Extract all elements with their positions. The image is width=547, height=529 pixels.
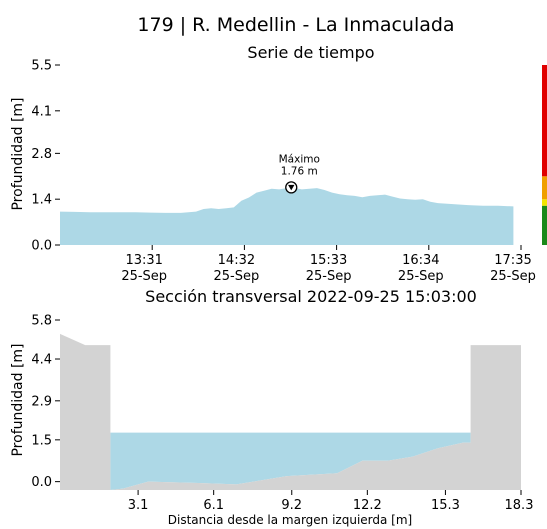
- x-tick-label: 15.3: [431, 498, 460, 513]
- threshold-orange: [542, 176, 547, 200]
- y-tick-label: 0.0: [31, 475, 52, 490]
- time-series-ylabel: Profundidad [m]: [10, 97, 26, 210]
- threshold-bar: [542, 65, 547, 245]
- time-series-y-ticks: 0.0 1.4 2.8 4.1 5.5: [31, 59, 60, 254]
- threshold-yellow: [542, 199, 547, 206]
- x-tick-date: 25-Sep: [490, 269, 536, 284]
- x-tick-date: 25-Sep: [306, 269, 352, 284]
- y-tick-label: 2.9: [31, 394, 52, 409]
- maximum-label: Máximo: [279, 153, 320, 165]
- cross-section-plot-area: [60, 333, 521, 490]
- x-tick-date: 25-Sep: [398, 269, 444, 284]
- maximum-marker-arrow: [288, 184, 295, 191]
- y-tick-label: 1.4: [31, 193, 52, 208]
- x-tick-time: 17:35: [494, 253, 531, 268]
- x-tick-date: 25-Sep: [214, 269, 260, 284]
- y-tick-label: 4.4: [31, 353, 52, 368]
- y-tick-label: 5.5: [31, 59, 52, 74]
- cross-section-title: Sección transversal 2022-09-25 15:03:00: [145, 287, 477, 306]
- cross-section-x-ticks: 3.1 6.1 9.2 12.2 15.3 18.3: [128, 490, 534, 513]
- x-tick-time: 13:31: [125, 253, 162, 268]
- x-tick-time: 16:34: [402, 253, 439, 268]
- time-series-chart: Serie de tiempo Profundidad [m] 0.0 1.4 2.…: [10, 43, 547, 284]
- x-tick-label: 18.3: [505, 498, 534, 513]
- threshold-green: [542, 205, 547, 245]
- x-tick-label: 6.1: [203, 498, 224, 513]
- figure-title: 179 | R. Medellin - La Inmaculada: [137, 14, 454, 36]
- y-tick-label: 4.1: [31, 104, 52, 119]
- cross-section-xlabel: Distancia desde la margen izquierda [m]: [168, 513, 412, 527]
- ground-profile: [60, 333, 521, 490]
- x-tick-label: 3.1: [128, 498, 149, 513]
- x-tick-label: 9.2: [281, 498, 302, 513]
- cross-section-y-ticks: 0.0 1.5 2.9 4.4 5.8: [31, 314, 60, 490]
- cross-section-ylabel: Profundidad [m]: [10, 343, 26, 456]
- x-tick-time: 15:33: [310, 253, 347, 268]
- x-tick-date: 25-Sep: [121, 269, 167, 284]
- y-tick-label: 2.8: [31, 147, 52, 162]
- cross-section-chart: Sección transversal 2022-09-25 15:03:00 …: [10, 287, 533, 527]
- y-tick-label: 0.0: [31, 239, 52, 254]
- x-tick-time: 14:32: [218, 253, 255, 268]
- water-section: [110, 432, 471, 490]
- y-tick-label: 5.8: [31, 314, 52, 329]
- threshold-red: [542, 65, 547, 177]
- time-series-plot-area: [60, 187, 514, 245]
- maximum-value: 1.76 m: [281, 165, 318, 177]
- time-series-x-ticks: 13:3125-Sep14:3225-Sep15:3325-Sep16:3425…: [121, 245, 536, 284]
- x-tick-label: 12.2: [353, 498, 382, 513]
- depth-series-area: [60, 187, 514, 245]
- time-series-title: Serie de tiempo: [247, 43, 374, 62]
- y-tick-label: 1.5: [31, 433, 52, 448]
